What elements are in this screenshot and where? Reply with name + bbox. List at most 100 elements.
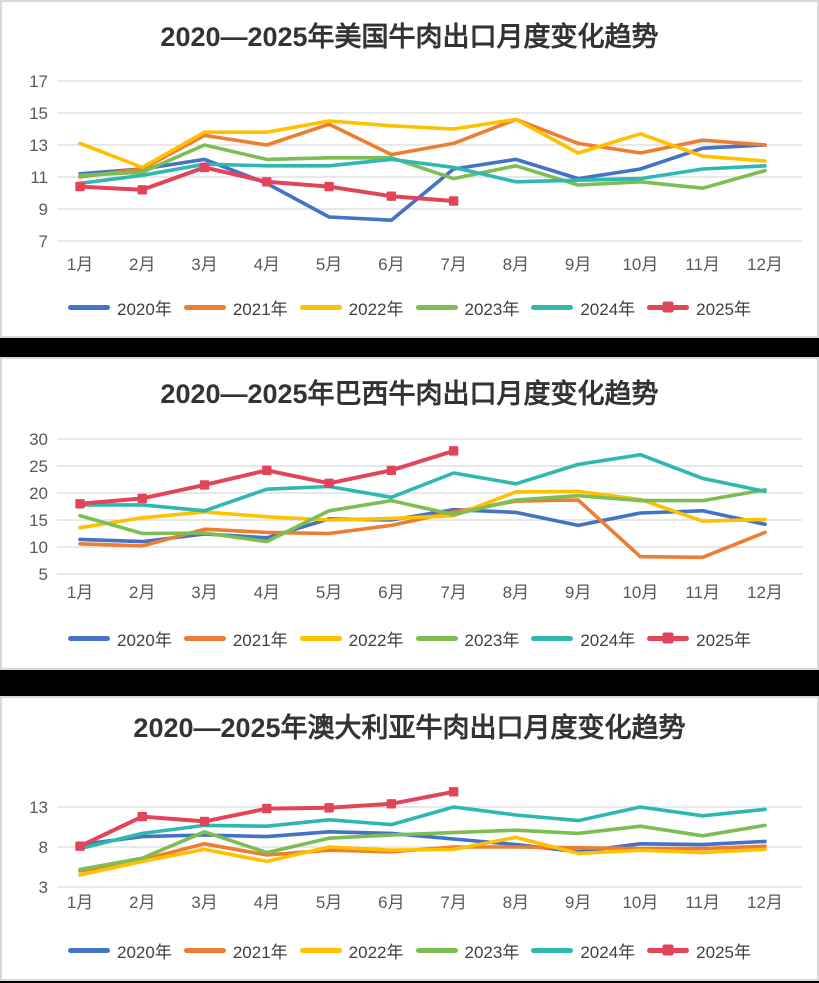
- us-chart-title: 2020—2025年美国牛肉出口月度变化趋势: [160, 22, 659, 52]
- series-marker: [448, 196, 459, 206]
- x-tick-label: 7月: [440, 893, 466, 912]
- legend-item-2023年: 2023年: [415, 295, 520, 320]
- x-tick-label: 1月: [67, 583, 93, 602]
- legend-label: 2023年: [464, 299, 520, 319]
- x-tick-label: 7月: [440, 583, 466, 602]
- legend-item-2023年: 2023年: [415, 626, 519, 651]
- y-tick-label: 25: [29, 457, 48, 476]
- series-line-2023年: [78, 823, 767, 872]
- series-line-2023年: [78, 488, 767, 544]
- x-tick-label: 4月: [254, 583, 280, 602]
- series-marker: [324, 803, 334, 813]
- series-marker: [448, 446, 459, 456]
- series-marker: [262, 177, 272, 187]
- legend-swatch: [647, 304, 690, 310]
- x-tick-label: 4月: [254, 255, 280, 274]
- x-tick-label: 2月: [129, 583, 155, 602]
- brazil-chart-legend: 2020年 2021年 2022年 2023年 2024年 2025年: [2, 626, 817, 651]
- legend-swatch: [183, 304, 226, 310]
- series-marker: [75, 181, 85, 192]
- legend-label: 2025年: [696, 630, 751, 650]
- y-tick-label: 11: [30, 168, 48, 187]
- series-marker: [262, 803, 272, 814]
- legend-swatch: [68, 635, 111, 641]
- y-tick-label: 7: [39, 232, 48, 251]
- us-chart-plot: 17 15 13 11 9 7 1月 2月 3月 4月 5月 6月 7月 8月 9月 10月 11月 12月: [29, 72, 802, 274]
- y-tick-label: 13: [29, 798, 48, 817]
- legend-swatch: [531, 635, 574, 641]
- x-tick-label: 6月: [378, 255, 404, 274]
- legend-item-2020年: 2020年: [68, 295, 172, 320]
- x-tick-label: 4月: [254, 893, 280, 912]
- x-tick-label: 11月: [685, 583, 720, 602]
- x-tick-label: 3月: [191, 583, 217, 602]
- us-beef-chart-panel: 2020—2025年美国牛肉出口月度变化趋势 17 15 13 11 9 7 1月 2月 3月 4…: [0, 0, 819, 338]
- legend-item-2024年: 2024年: [531, 626, 635, 651]
- series-marker: [199, 480, 210, 490]
- x-tick-label: 12月: [747, 893, 783, 912]
- brazil-chart-plot: 30 25 20 15 10 5 1月 2月 3月 4月 5月 6月 7月 8月 9月 10月 11月 12月: [29, 430, 802, 602]
- x-tick-label: 10月: [622, 255, 658, 274]
- us-chart-legend: 2020年 2021年 2022年 2023年 2024年 2025年: [2, 295, 817, 320]
- legend-item-2022年: 2022年: [299, 626, 404, 651]
- legend-item-2020年: 2020年: [68, 938, 172, 963]
- x-tick-label: 6月: [378, 583, 404, 602]
- y-tick-label: 8: [39, 838, 48, 857]
- y-tick-label: 20: [29, 484, 48, 503]
- x-tick-label: 9月: [565, 255, 591, 274]
- series-line-2020年: [78, 143, 767, 222]
- x-tick-label: 6月: [378, 893, 404, 912]
- australia-chart-title: 2020—2025年澳大利亚牛肉出口月度变化趋势: [133, 713, 686, 743]
- legend-label: 2025年: [696, 942, 751, 962]
- legend-label: 2021年: [232, 630, 288, 650]
- legend-swatch: [647, 635, 690, 641]
- series-marker: [324, 181, 334, 192]
- legend-label: 2020年: [117, 630, 172, 650]
- legend-swatch: [183, 635, 226, 641]
- legend-label: 2025年: [696, 299, 751, 319]
- x-tick-label: 12月: [747, 583, 783, 602]
- legend-item-2021年: 2021年: [183, 295, 288, 320]
- x-tick-label: 5月: [316, 583, 342, 602]
- legend-item-2020年: 2020年: [68, 626, 172, 651]
- series-marker: [199, 816, 210, 827]
- series-marker: [137, 493, 147, 504]
- legend-item-2022年: 2022年: [299, 938, 404, 963]
- x-tick-label: 5月: [316, 255, 342, 274]
- australia-chart-plot: 13 8 3 1月 2月 3月 4月 5月 6月 7月 8月 9月 10月 11月 12月: [29, 787, 802, 912]
- legend-item-2022年: 2022年: [299, 295, 404, 320]
- series-marker: [75, 499, 85, 509]
- series-line-2020年: [78, 507, 767, 544]
- legend-item-2021年: 2021年: [183, 938, 288, 963]
- legend-swatch: [68, 304, 111, 310]
- legend-label: 2024年: [580, 942, 636, 962]
- series-line-2024年: [78, 452, 767, 513]
- legend-item-2024年: 2024年: [531, 938, 635, 963]
- y-tick-label: 3: [39, 878, 48, 897]
- x-tick-label: 8月: [503, 893, 529, 912]
- series-marker: [386, 191, 397, 201]
- legend-swatch: [531, 304, 574, 310]
- legend-item-2025年: 2025年: [647, 626, 751, 651]
- series-line-2022年: [78, 835, 767, 877]
- series-line-2022年: [78, 489, 767, 530]
- brazil-chart-title: 2020—2025年巴西牛肉出口月度变化趋势: [160, 379, 659, 409]
- legend-item-2025年: 2025年: [647, 295, 751, 320]
- x-tick-label: 3月: [191, 255, 217, 274]
- x-tick-label: 2月: [129, 893, 155, 912]
- series-line-2024年: [78, 157, 767, 186]
- series-marker: [386, 799, 397, 809]
- series-marker: [75, 841, 85, 851]
- series-marker: [262, 465, 272, 476]
- legend-label: 2021年: [232, 942, 288, 962]
- series-line-2021年: [78, 117, 767, 179]
- legend-label: 2021年: [232, 299, 288, 319]
- x-tick-label: 9月: [565, 583, 591, 602]
- x-tick-label: 9月: [565, 893, 591, 912]
- legend-item-2024年: 2024年: [531, 295, 635, 320]
- legend-label: 2022年: [348, 942, 404, 962]
- legend-swatch: [647, 947, 690, 953]
- legend-swatch: [415, 947, 458, 953]
- y-tick-label: 13: [29, 136, 48, 155]
- y-tick-label: 15: [29, 104, 48, 123]
